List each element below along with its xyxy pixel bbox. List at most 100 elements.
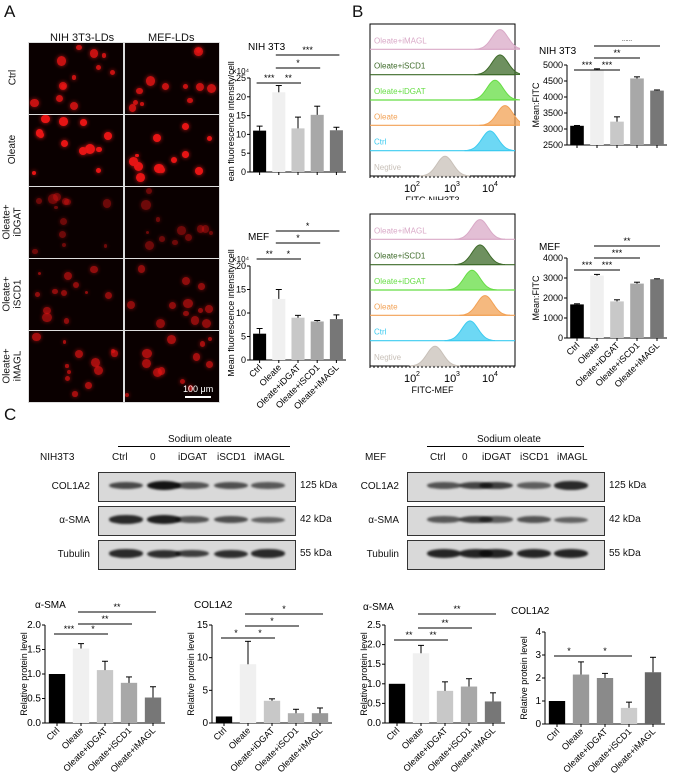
chart-c-nih-col1a2: 0 5 10 15 COL1A2 Relative protein level * * * * Ct…	[186, 600, 332, 774]
svg-text:10: 10	[236, 129, 246, 139]
western-blot-nih3t3: Sodium oleate NIH3T3 Ctrl 0 iDGAT iSCD1 iMAGL C…	[20, 430, 340, 580]
svg-text:4: 4	[494, 371, 498, 378]
svg-text:2: 2	[416, 181, 420, 188]
svg-text:×10⁴: ×10⁴	[232, 67, 250, 76]
svg-text:3: 3	[456, 371, 460, 378]
svg-text:Negtive: Negtive	[374, 353, 402, 362]
svg-text:5000: 5000	[543, 60, 563, 70]
svg-text:3000: 3000	[543, 273, 563, 283]
svg-text:×10⁴: ×10⁴	[232, 255, 250, 264]
svg-text:NIH 3T3: NIH 3T3	[539, 46, 577, 57]
kda-label: 55 kDa	[609, 548, 641, 559]
svg-text:Oleate+iMAGL: Oleate+iMAGL	[374, 226, 427, 235]
svg-text:0.0: 0.0	[367, 718, 381, 729]
svg-text:Relative protein level: Relative protein level	[186, 632, 196, 716]
svg-text:Mean fluorescence intensity/ce: Mean fluorescence intensity/cell	[228, 61, 236, 182]
svg-text:10: 10	[444, 183, 456, 195]
svg-text:0: 0	[241, 167, 246, 177]
lane-label: iSCD1	[217, 452, 246, 463]
svg-text:***: ***	[612, 248, 623, 258]
svg-text:3: 3	[456, 181, 460, 188]
svg-text:4000: 4000	[543, 92, 563, 102]
svg-text:Ctrl: Ctrl	[544, 726, 561, 743]
svg-text:***: ***	[264, 73, 275, 83]
blot-strip	[407, 506, 605, 536]
svg-text:0.5: 0.5	[27, 694, 41, 705]
svg-text:***: ***	[582, 60, 593, 70]
svg-text:5: 5	[202, 685, 208, 696]
svg-text:10: 10	[197, 653, 209, 664]
lane-label: Ctrl	[430, 452, 446, 463]
svg-text:**: **	[101, 614, 109, 624]
blot-strip	[98, 540, 296, 570]
micrograph	[28, 186, 124, 259]
svg-text:10: 10	[444, 373, 456, 385]
svg-text:*: *	[91, 624, 95, 634]
svg-text:*: *	[270, 616, 274, 626]
svg-text:**: **	[453, 604, 461, 614]
chart-b-nih3t3: 2500 3000 3500 4000 4500 5000 NIH 3T3 Mean:FITC…	[531, 40, 667, 150]
scale-bar-label: 100 μm	[183, 384, 214, 394]
svg-text:2.5: 2.5	[367, 620, 381, 631]
blot-row-label: α-SMA	[368, 515, 399, 526]
micrograph	[124, 330, 220, 403]
svg-text:0.0: 0.0	[27, 718, 41, 729]
blot-row-label: COL1A2	[360, 481, 399, 492]
svg-text:Oleate+iDGAT: Oleate+iDGAT	[374, 87, 426, 96]
svg-text:**: **	[613, 48, 621, 58]
svg-text:1.0: 1.0	[27, 669, 41, 680]
flow-histogram-nih3t3: Oleate+iMAGL Oleate+iSCD1 Oleate+iDGAT Olea…	[369, 23, 520, 200]
svg-text:2: 2	[535, 673, 541, 684]
svg-text:***: ***	[602, 260, 613, 270]
svg-text:4000: 4000	[543, 253, 563, 263]
svg-text:Ctrl: Ctrl	[374, 328, 387, 337]
lane-label: iMAGL	[557, 452, 588, 463]
svg-text:0.5: 0.5	[367, 698, 381, 709]
svg-text:5: 5	[241, 148, 246, 158]
blot-strip	[407, 472, 605, 502]
chart-c-nih-asma: 0.0 0.5 1.0 1.5 2.0 α-SMA Relative protein lev…	[19, 600, 165, 774]
micrograph	[28, 330, 124, 403]
svg-text:5: 5	[241, 332, 246, 342]
blot-strip	[407, 540, 605, 570]
svg-text:***: ***	[582, 260, 593, 270]
lane-label: iDGAT	[482, 452, 512, 463]
micro-row-label: Ctrl	[7, 69, 19, 86]
lane-label: 0	[462, 452, 468, 463]
svg-text:1.5: 1.5	[367, 659, 381, 670]
svg-text:3500: 3500	[543, 108, 563, 118]
kda-label: 42 kDa	[609, 514, 641, 525]
svg-text:0: 0	[241, 355, 246, 365]
svg-text:Oleate+iSCD1: Oleate+iSCD1	[374, 62, 426, 71]
svg-text:10: 10	[482, 183, 494, 195]
svg-text:Ctrl: Ctrl	[211, 725, 228, 742]
blot-group-label: Sodium oleate	[168, 434, 232, 445]
svg-text:α-SMA: α-SMA	[35, 600, 66, 611]
svg-text:***: ***	[622, 40, 633, 46]
svg-text:*: *	[306, 221, 310, 231]
svg-text:Mean:FITC: Mean:FITC	[531, 275, 541, 321]
svg-text:Negtive: Negtive	[374, 163, 402, 172]
svg-text:0: 0	[202, 718, 208, 729]
blot-cell-label: MEF	[365, 452, 387, 463]
micrograph	[28, 258, 124, 331]
svg-text:MEF: MEF	[248, 232, 269, 243]
lane-label: 0	[150, 452, 156, 463]
svg-text:**: **	[285, 73, 293, 83]
svg-text:10: 10	[404, 373, 416, 385]
svg-text:*: *	[282, 604, 286, 614]
svg-text:FITC-NIH3T3: FITC-NIH3T3	[406, 195, 460, 200]
blot-strip	[98, 506, 296, 536]
svg-text:Ctrl: Ctrl	[374, 138, 387, 147]
svg-text:2.0: 2.0	[27, 620, 41, 631]
micrograph	[124, 42, 220, 115]
svg-text:Ctrl: Ctrl	[384, 725, 401, 742]
svg-text:15: 15	[197, 620, 209, 631]
svg-text:15: 15	[236, 111, 246, 121]
panel-letter-b: B	[352, 2, 364, 21]
svg-text:Mean:FITC: Mean:FITC	[531, 82, 541, 128]
western-blot-mef: Sodium oleate MEF Ctrl 0 iDGAT iSCD1 iMAGL COL1…	[345, 430, 675, 580]
svg-text:Relative protein level: Relative protein level	[19, 632, 29, 716]
svg-text:***: ***	[64, 624, 75, 634]
svg-text:Relative protein level: Relative protein level	[359, 632, 369, 716]
